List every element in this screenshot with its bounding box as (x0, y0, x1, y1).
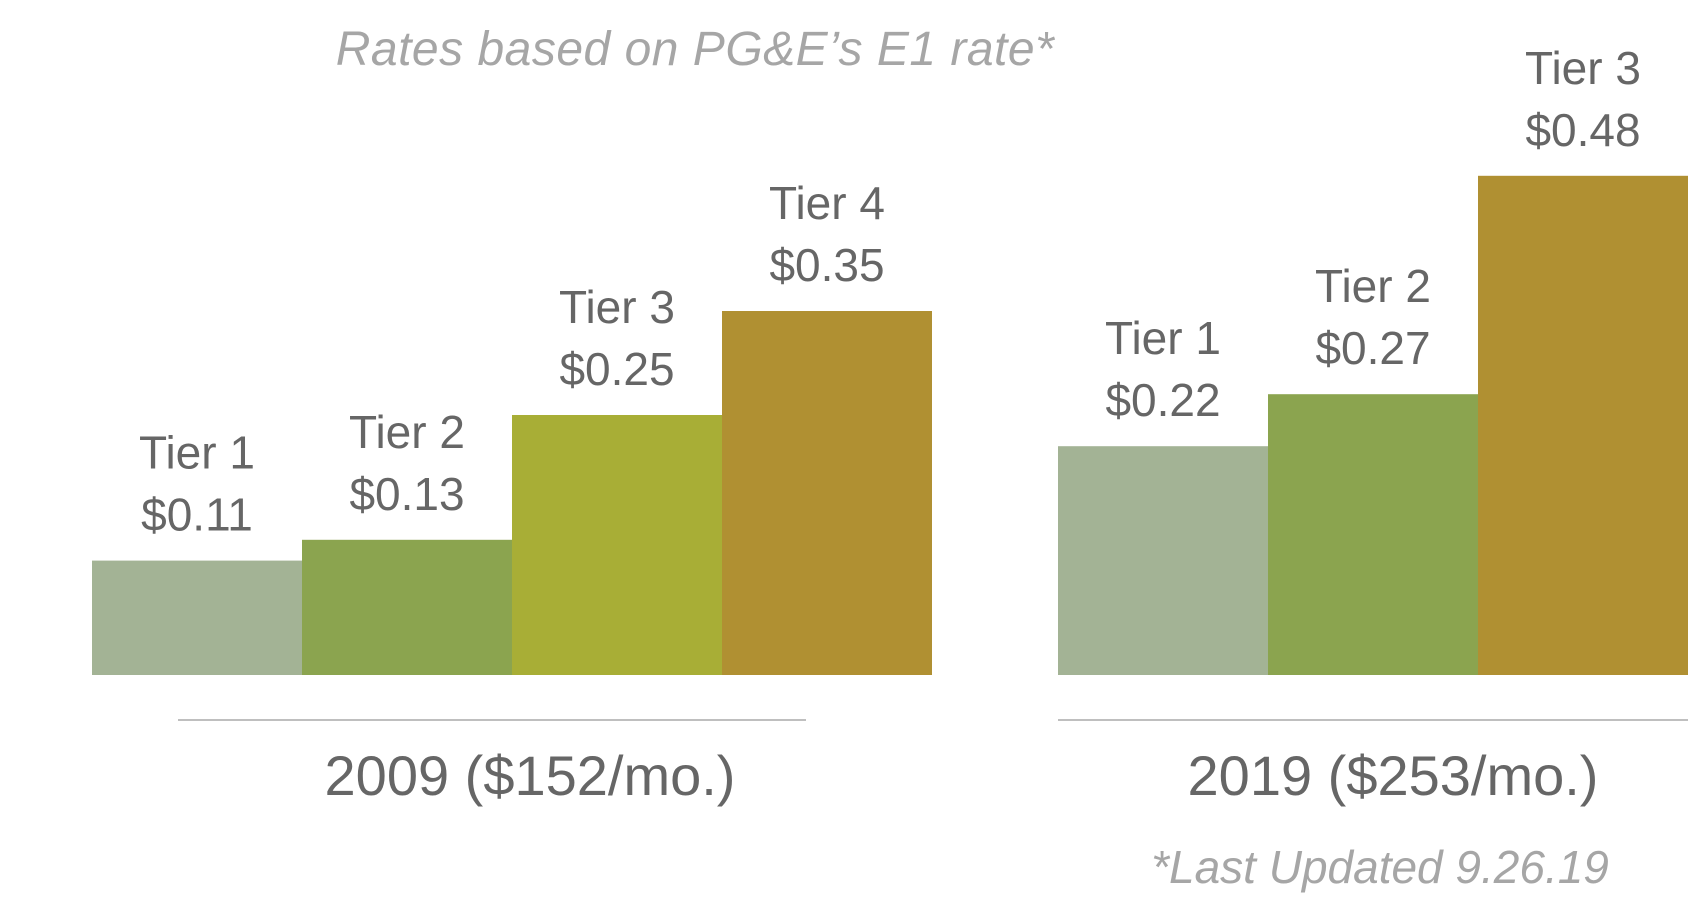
value-label-1-2: $0.13 (349, 468, 464, 520)
value-label-2-3: $0.48 (1525, 104, 1640, 156)
value-label-2-1: $0.22 (1105, 374, 1220, 426)
tier-label-1-3: Tier 3 (559, 281, 675, 333)
last-updated-footnote: *Last Updated 9.26.19 (1151, 841, 1609, 893)
bar-2-3 (1478, 175, 1688, 676)
bar-1-2 (302, 539, 512, 675)
tier-label-2-1: Tier 1 (1105, 312, 1221, 364)
tier-label-1-4: Tier 4 (769, 177, 885, 229)
bar-1-4 (722, 311, 932, 675)
tier-label-1-2: Tier 2 (349, 406, 465, 458)
bar-2-2 (1268, 394, 1478, 675)
tier-label-1-1: Tier 1 (139, 427, 255, 479)
tier-label-2-3: Tier 3 (1525, 42, 1641, 94)
value-label-1-4: $0.35 (769, 239, 884, 291)
group-label-1: 2009 ($152/mo.) (325, 744, 736, 807)
value-label-1-3: $0.25 (559, 343, 674, 395)
bar-1-1 (92, 560, 302, 675)
bar-1-3 (512, 415, 722, 675)
bar-2-1 (1058, 446, 1268, 675)
tier-label-2-2: Tier 2 (1315, 260, 1431, 312)
chart-subtitle: Rates based on PG&E’s E1 rate* (335, 23, 1055, 76)
value-label-2-2: $0.27 (1315, 322, 1430, 374)
group-label-2: 2019 ($253/mo.) (1188, 744, 1599, 807)
value-label-1-1: $0.11 (141, 489, 253, 541)
